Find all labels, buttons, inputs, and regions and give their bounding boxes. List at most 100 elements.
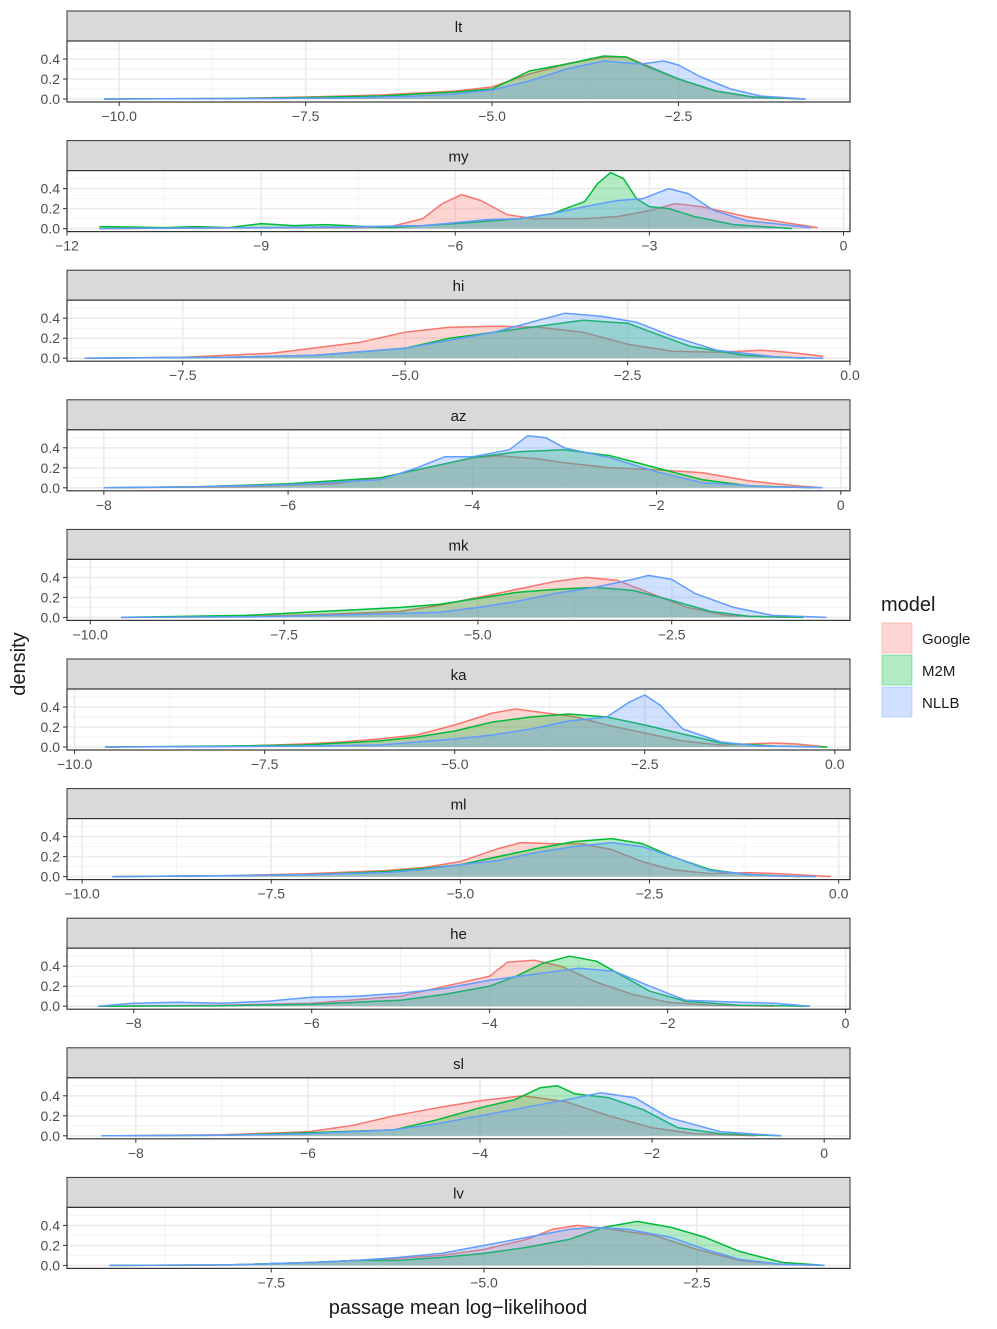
x-tick-label: 0 <box>837 497 845 513</box>
x-tick-label: −5.0 <box>470 1274 498 1290</box>
density-line-m2m <box>104 713 828 748</box>
density-area-m2m <box>101 1085 782 1136</box>
x-tick-label: −6 <box>447 238 463 254</box>
legend-key-bg <box>882 687 912 717</box>
density-line-nllb <box>109 1226 825 1267</box>
x-tick-label: −2.5 <box>631 756 659 772</box>
facet-panel-bg <box>67 689 850 750</box>
facet-panel-border <box>66 688 851 751</box>
facet-strip <box>66 788 851 820</box>
y-tick-label: 0.0 <box>41 480 61 496</box>
y-tick-label: 0.2 <box>41 201 61 217</box>
x-tick-label: −7.5 <box>270 626 298 642</box>
y-tick-label: 0.4 <box>41 440 61 456</box>
facet-strip-label: my <box>449 149 469 166</box>
y-tick-label: 0.4 <box>41 51 61 67</box>
density-line-google <box>98 959 775 1007</box>
facet-strip <box>66 917 851 949</box>
x-tick-label: −7.5 <box>251 756 279 772</box>
y-tick-label: 0.4 <box>41 1088 61 1104</box>
density-line-google <box>121 576 789 619</box>
y-tick-label: 0.2 <box>41 71 61 87</box>
y-axis-label: density <box>8 632 30 695</box>
density-area-nllb <box>99 188 812 229</box>
y-tick-label: 0.2 <box>41 1108 61 1124</box>
density-line-nllb <box>101 1092 782 1137</box>
facet-sl: sl 0.0 0.2 0.4 −8 −6 −4 −2 0 <box>41 1047 851 1161</box>
y-tick-label: 0.4 <box>41 310 61 326</box>
facet-strip-label: lt <box>455 19 463 36</box>
y-tick-label: 0.4 <box>41 829 61 845</box>
x-tick-label: −5.0 <box>447 886 475 902</box>
density-area-m2m <box>112 838 801 877</box>
y-tick-label: 0.4 <box>41 1217 61 1233</box>
x-tick-label: −10.0 <box>57 756 93 772</box>
facet-hi: hi 0.0 0.2 0.4 −7.5 −5.0 −2.5 0.0 <box>41 269 860 383</box>
x-tick-label: −2 <box>644 1145 660 1161</box>
facet-panel-border <box>66 1206 851 1270</box>
density-area-google <box>98 960 775 1007</box>
y-tick-label: 0.4 <box>41 958 61 974</box>
facet-strip-label: he <box>450 926 467 943</box>
density-area-m2m <box>121 587 804 618</box>
density-line-m2m <box>104 55 806 100</box>
x-tick-label: −2.5 <box>636 886 664 902</box>
x-tick-label: 0 <box>820 1145 828 1161</box>
x-tick-label: −10.0 <box>64 886 100 902</box>
x-tick-label: −7.5 <box>257 886 285 902</box>
facet-panel-border <box>66 817 851 881</box>
x-tick-label: 0.0 <box>825 756 845 772</box>
density-line-nllb <box>99 187 812 230</box>
facet-panel-bg <box>67 1207 850 1269</box>
density-line-nllb <box>84 312 824 359</box>
y-tick-label: 0.2 <box>41 330 61 346</box>
density-line-nllb <box>98 967 811 1007</box>
facet-lv: lv 0.0 0.2 0.4 −7.5 −5.0 −2.5 <box>41 1176 851 1290</box>
x-tick-label: −8 <box>126 1015 142 1031</box>
facet-az: az 0.0 0.2 0.4 −8 −6 −4 −2 0 <box>41 399 851 513</box>
x-tick-label: −7.5 <box>257 1274 285 1290</box>
density-area-google <box>104 57 806 99</box>
x-tick-label: −4 <box>464 497 480 513</box>
density-area-nllb <box>84 313 824 359</box>
x-tick-label: −7.5 <box>169 367 197 383</box>
density-area-google <box>103 455 823 488</box>
y-tick-label: 0.4 <box>41 699 61 715</box>
facet-mk: mk 0.0 0.2 0.4 −10.0 −7.5 −5.0 −2.5 <box>41 528 851 642</box>
density-line-m2m <box>103 449 814 489</box>
y-tick-label: 0.0 <box>41 998 61 1014</box>
legend-title: model <box>881 594 935 616</box>
density-line-nllb <box>112 841 817 878</box>
legend-label-m2m: M2M <box>922 663 955 680</box>
facets-group: lt 0.0 0.2 0.4 −10.0 −7.5 −5.0 −2.5 my 0.0 0.2 0.4 −… <box>41 10 860 1290</box>
legend-key-google <box>881 622 913 654</box>
y-tick-label: 0.2 <box>41 589 61 605</box>
facet-panel-border <box>66 429 851 492</box>
facet-panel-bg <box>67 1077 850 1139</box>
facet-strip-label: ml <box>451 797 467 814</box>
x-tick-label: −5.0 <box>441 756 469 772</box>
density-area-google <box>121 577 789 618</box>
density-area-m2m <box>105 714 828 747</box>
x-tick-label: −5.0 <box>478 108 506 124</box>
y-tick-label: 0.2 <box>41 849 61 865</box>
density-line-google <box>84 325 824 359</box>
facet-panel-border <box>66 1077 851 1140</box>
x-tick-label: −6 <box>300 1145 316 1161</box>
density-line-m2m <box>98 955 811 1007</box>
x-tick-label: −4 <box>482 1015 498 1031</box>
density-area-google <box>101 1095 756 1136</box>
x-tick-label: −8 <box>96 497 112 513</box>
legend-key-bg <box>882 623 912 653</box>
facet-panel-border <box>66 558 851 622</box>
legend-key-bg <box>882 655 912 685</box>
density-area-nllb <box>103 435 823 488</box>
x-tick-label: −2.5 <box>658 626 686 642</box>
x-tick-label: 0 <box>840 238 848 254</box>
facet-panel-bg <box>67 818 850 880</box>
x-tick-label: −2 <box>649 497 665 513</box>
density-area-nllb <box>112 842 816 877</box>
x-tick-label: −6 <box>304 1015 320 1031</box>
y-tick-label: 0.2 <box>41 1237 61 1253</box>
density-area-m2m <box>99 172 792 229</box>
